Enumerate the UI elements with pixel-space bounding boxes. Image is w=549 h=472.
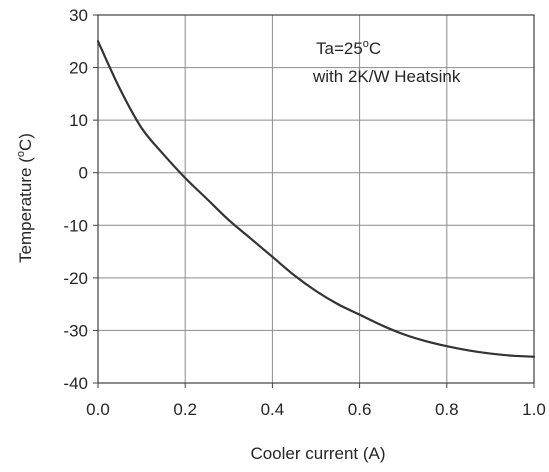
y-tick-label: 0 bbox=[79, 164, 88, 183]
y-tick-label: 30 bbox=[69, 6, 88, 25]
x-tick-label: 1.0 bbox=[522, 400, 546, 419]
temperature-curve bbox=[96, 40, 536, 358]
y-tick-label: -10 bbox=[63, 216, 88, 235]
x-tick-label: 0.4 bbox=[261, 400, 285, 419]
x-tick-label: 0.0 bbox=[86, 400, 110, 419]
y-tick-label: 10 bbox=[69, 111, 88, 130]
x-tick-label: 0.8 bbox=[435, 400, 459, 419]
y-axis-title: Temperature (oC) bbox=[15, 133, 35, 263]
y-axis-ticks: 30 20 10 0 -10 -20 -30 -40 bbox=[63, 6, 98, 393]
series-group bbox=[96, 40, 536, 358]
x-axis-title: Cooler current (A) bbox=[250, 444, 385, 463]
y-tick-label: -40 bbox=[63, 374, 88, 393]
x-tick-label: 0.6 bbox=[348, 400, 372, 419]
plot-area-frame bbox=[97, 14, 535, 384]
y-tick-label: 20 bbox=[69, 59, 88, 78]
x-axis-ticks: 0.0 0.2 0.4 0.6 0.8 1.0 bbox=[86, 383, 546, 419]
y-tick-label: -30 bbox=[63, 321, 88, 340]
y-axis-title-degree-sup: o bbox=[15, 151, 27, 157]
y-tick-label: -20 bbox=[63, 269, 88, 288]
condition-note-ambient: Ta=25oC bbox=[316, 38, 381, 58]
x-tick-label: 0.2 bbox=[173, 400, 197, 419]
condition-note-heatsink: with 2K/W Heatsink bbox=[312, 67, 461, 86]
